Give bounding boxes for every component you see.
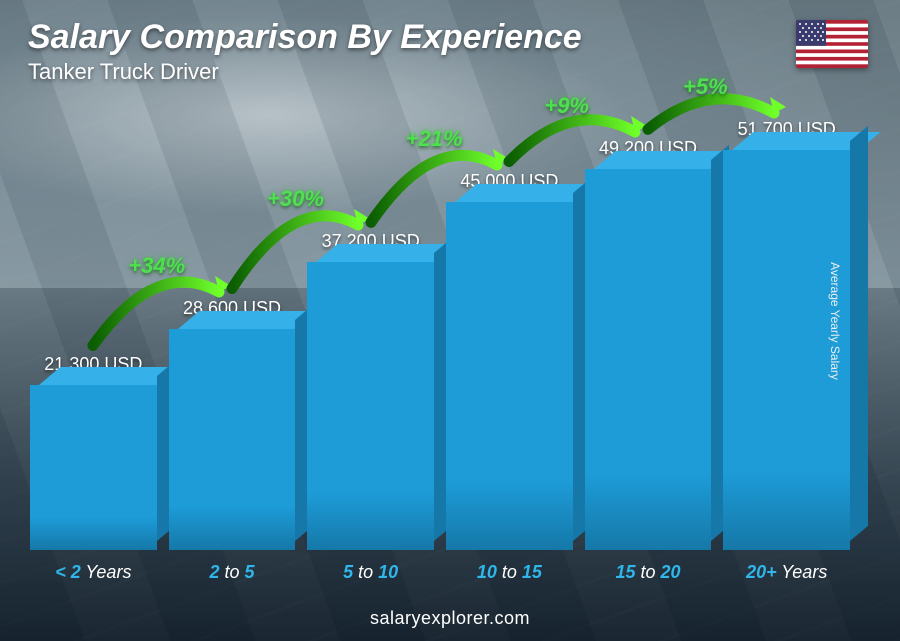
growth-percent-label: +34% [128, 253, 185, 279]
y-axis-label: Average Yearly Salary [828, 262, 842, 380]
growth-percent-label: +30% [267, 186, 324, 212]
bar [169, 329, 296, 550]
bar-column: 28,600 USD2 to 5 [169, 298, 296, 583]
bar [307, 262, 434, 550]
bar-column: 21,300 USD< 2 Years [30, 354, 157, 583]
bar [585, 169, 712, 550]
footer-watermark: salaryexplorer.com [0, 608, 900, 629]
bar-column: 45,000 USD10 to 15 [446, 171, 573, 583]
page-subtitle: Tanker Truck Driver [28, 59, 582, 85]
bar [30, 385, 157, 550]
bar-x-label: 5 to 10 [343, 562, 398, 583]
bar [446, 202, 573, 550]
bar-x-label: 10 to 15 [477, 562, 542, 583]
bar-x-label: < 2 Years [55, 562, 131, 583]
bar-x-label: 15 to 20 [615, 562, 680, 583]
growth-percent-label: +21% [406, 126, 463, 152]
page-title: Salary Comparison By Experience [28, 18, 582, 57]
bar-column: 37,200 USD5 to 10 [307, 231, 434, 583]
growth-percent-label: +9% [544, 93, 589, 119]
bar-column: 49,200 USD15 to 20 [585, 138, 712, 583]
growth-percent-label: +5% [683, 74, 728, 100]
bar-x-label: 2 to 5 [209, 562, 254, 583]
bar-x-label: 20+ Years [746, 562, 827, 583]
header: Salary Comparison By Experience Tanker T… [28, 18, 582, 85]
us-flag-icon [796, 20, 868, 68]
